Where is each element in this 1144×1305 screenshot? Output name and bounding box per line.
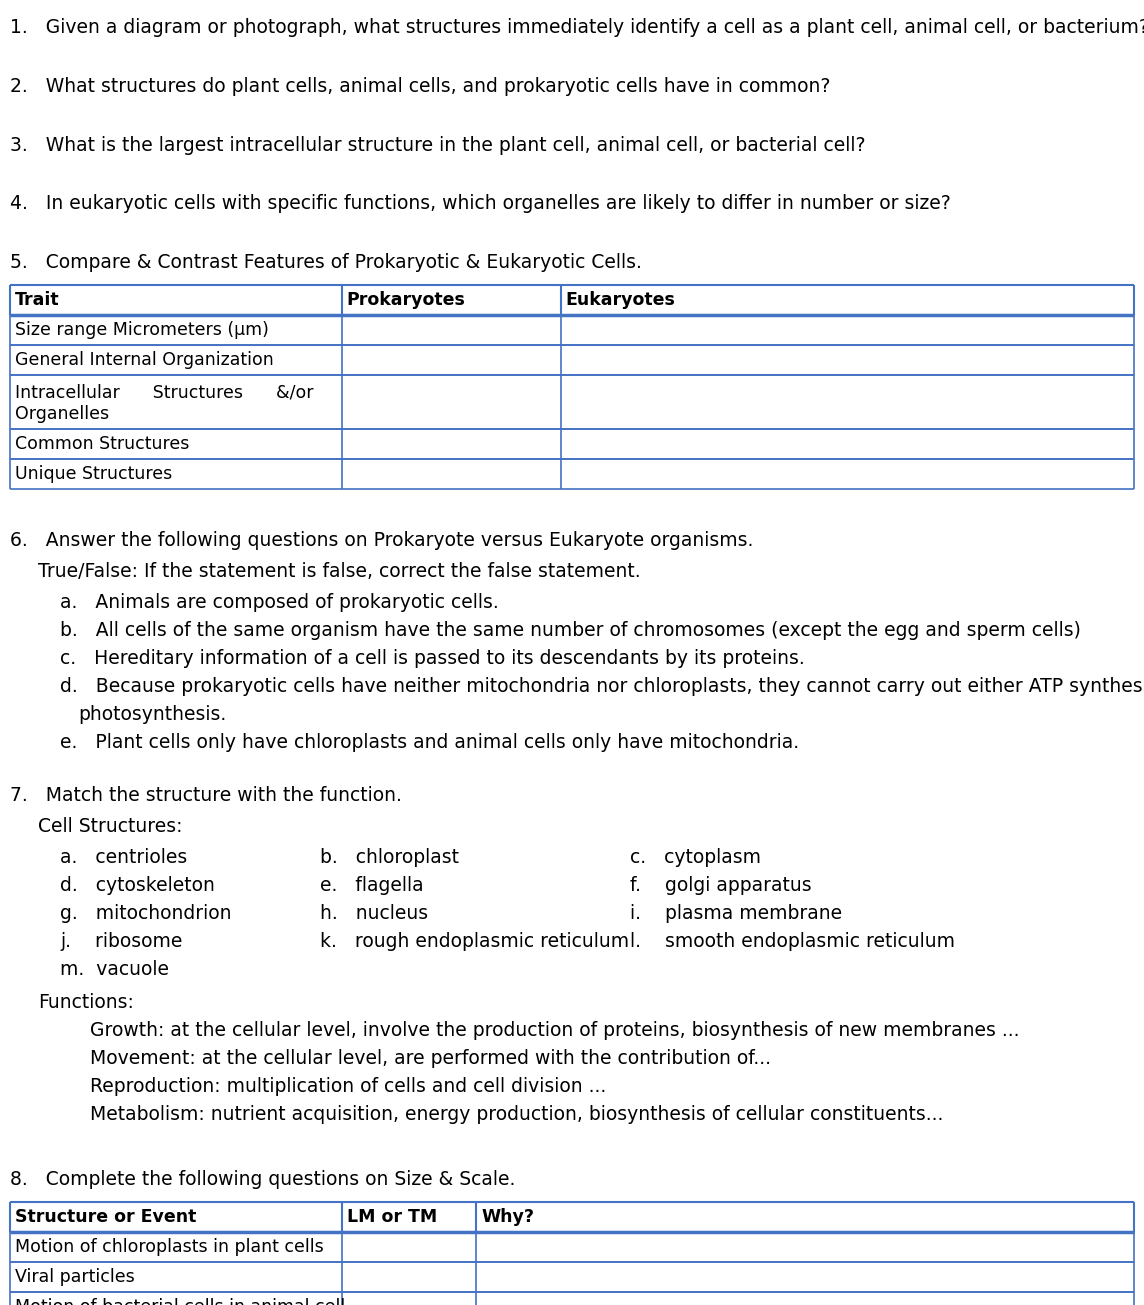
Text: 2.   What structures do plant cells, animal cells, and prokaryotic cells have in: 2. What structures do plant cells, anima… — [10, 77, 831, 95]
Text: k.   rough endoplasmic reticulum: k. rough endoplasmic reticulum — [320, 932, 629, 951]
Bar — [10, 459, 1134, 489]
Text: Intracellular      Structures      &/or: Intracellular Structures &/or — [15, 384, 313, 402]
Text: a.   centrioles: a. centrioles — [59, 848, 188, 867]
Text: c.   cytoplasm: c. cytoplasm — [630, 848, 761, 867]
Text: Eukaryotes: Eukaryotes — [566, 291, 676, 309]
Text: l.    smooth endoplasmic reticulum: l. smooth endoplasmic reticulum — [630, 932, 955, 951]
Bar — [10, 1232, 1134, 1262]
Text: Unique Structures: Unique Structures — [15, 466, 173, 483]
Text: m.  vacuole: m. vacuole — [59, 959, 169, 979]
Text: e.   Plant cells only have chloroplasts and animal cells only have mitochondria.: e. Plant cells only have chloroplasts an… — [59, 733, 800, 752]
Text: True/False: If the statement is false, correct the false statement.: True/False: If the statement is false, c… — [38, 562, 641, 581]
Bar — [10, 1202, 1134, 1232]
Text: photosynthesis.: photosynthesis. — [78, 705, 227, 724]
Text: 1.   Given a diagram or photograph, what structures immediately identify a cell : 1. Given a diagram or photograph, what s… — [10, 18, 1144, 37]
Text: Common Structures: Common Structures — [15, 436, 190, 453]
Text: 8.   Complete the following questions on Size & Scale.: 8. Complete the following questions on S… — [10, 1169, 516, 1189]
Text: Organelles: Organelles — [15, 406, 109, 423]
Text: Why?: Why? — [482, 1208, 534, 1225]
Text: Metabolism: nutrient acquisition, energy production, biosynthesis of cellular co: Metabolism: nutrient acquisition, energy… — [90, 1105, 944, 1125]
Text: h.   nucleus: h. nucleus — [320, 904, 428, 923]
Bar — [10, 286, 1134, 316]
Text: c.   Hereditary information of a cell is passed to its descendants by its protei: c. Hereditary information of a cell is p… — [59, 649, 804, 668]
Bar — [10, 316, 1134, 346]
Text: i.    plasma membrane: i. plasma membrane — [630, 904, 842, 923]
Text: e.   flagella: e. flagella — [320, 876, 423, 895]
Text: Reproduction: multiplication of cells and cell division ...: Reproduction: multiplication of cells an… — [90, 1078, 606, 1096]
Text: Cell Structures:: Cell Structures: — [38, 817, 183, 837]
Text: g.   mitochondrion: g. mitochondrion — [59, 904, 231, 923]
Text: Functions:: Functions: — [38, 993, 134, 1013]
Bar — [10, 429, 1134, 459]
Text: Structure or Event: Structure or Event — [15, 1208, 197, 1225]
Bar — [10, 346, 1134, 376]
Text: j.    ribosome: j. ribosome — [59, 932, 182, 951]
Text: d.   Because prokaryotic cells have neither mitochondria nor chloroplasts, they : d. Because prokaryotic cells have neithe… — [59, 677, 1144, 696]
Text: Motion of chloroplasts in plant cells: Motion of chloroplasts in plant cells — [15, 1238, 324, 1255]
Text: LM or TM: LM or TM — [347, 1208, 437, 1225]
Text: a.   Animals are composed of prokaryotic cells.: a. Animals are composed of prokaryotic c… — [59, 592, 499, 612]
Text: 4.   In eukaryotic cells with specific functions, which organelles are likely to: 4. In eukaryotic cells with specific fun… — [10, 194, 951, 214]
Text: d.   cytoskeleton: d. cytoskeleton — [59, 876, 215, 895]
Text: Viral particles: Viral particles — [15, 1268, 135, 1285]
Bar — [10, 1292, 1134, 1305]
Bar — [10, 1262, 1134, 1292]
Text: General Internal Organization: General Internal Organization — [15, 351, 273, 369]
Text: b.   All cells of the same organism have the same number of chromosomes (except : b. All cells of the same organism have t… — [59, 621, 1081, 639]
Text: 7.   Match the structure with the function.: 7. Match the structure with the function… — [10, 786, 402, 805]
Text: Movement: at the cellular level, are performed with the contribution of...: Movement: at the cellular level, are per… — [90, 1049, 771, 1069]
Text: 6.   Answer the following questions on Prokaryote versus Eukaryote organisms.: 6. Answer the following questions on Pro… — [10, 531, 754, 551]
Text: Prokaryotes: Prokaryotes — [347, 291, 466, 309]
Text: Size range Micrometers (μm): Size range Micrometers (μm) — [15, 321, 269, 339]
Bar — [10, 376, 1134, 429]
Text: f.    golgi apparatus: f. golgi apparatus — [630, 876, 811, 895]
Text: Trait: Trait — [15, 291, 59, 309]
Text: Growth: at the cellular level, involve the production of proteins, biosynthesis : Growth: at the cellular level, involve t… — [90, 1022, 1019, 1040]
Text: 5.   Compare & Contrast Features of Prokaryotic & Eukaryotic Cells.: 5. Compare & Contrast Features of Prokar… — [10, 253, 642, 273]
Text: Motion of bacterial cells in animal cell: Motion of bacterial cells in animal cell — [15, 1298, 345, 1305]
Text: 3.   What is the largest intracellular structure in the plant cell, animal cell,: 3. What is the largest intracellular str… — [10, 136, 866, 154]
Text: b.   chloroplast: b. chloroplast — [320, 848, 459, 867]
